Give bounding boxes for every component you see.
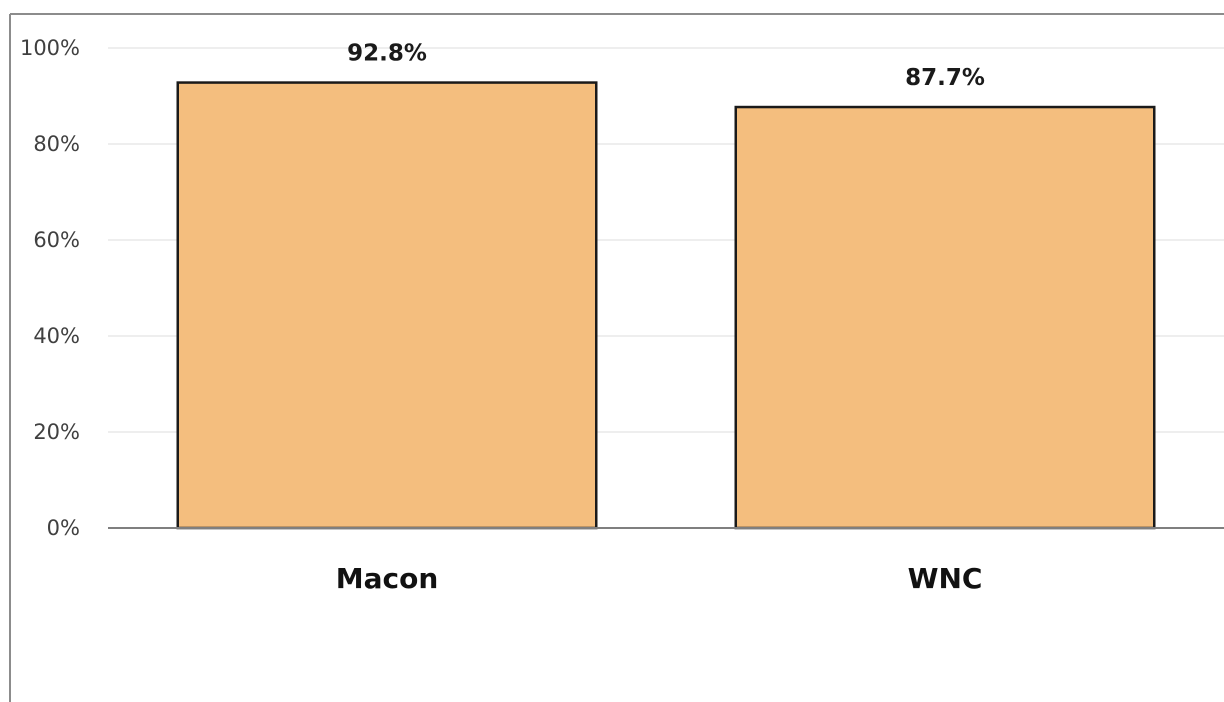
x-category-label-macon: Macon bbox=[336, 562, 439, 595]
y-tick-label: 100% bbox=[20, 36, 80, 60]
y-tick-label: 0% bbox=[47, 516, 80, 540]
data-label-macon: 92.8% bbox=[347, 41, 427, 67]
y-tick-label: 60% bbox=[33, 228, 80, 252]
y-tick-label: 80% bbox=[33, 132, 80, 156]
bar-wnc bbox=[734, 105, 1156, 530]
y-tick-label: 20% bbox=[33, 420, 80, 444]
y-tick-label: 40% bbox=[33, 324, 80, 348]
bar-macon bbox=[176, 81, 598, 530]
x-category-label-wnc: WNC bbox=[908, 562, 983, 595]
data-label-wnc: 87.7% bbox=[905, 65, 985, 91]
